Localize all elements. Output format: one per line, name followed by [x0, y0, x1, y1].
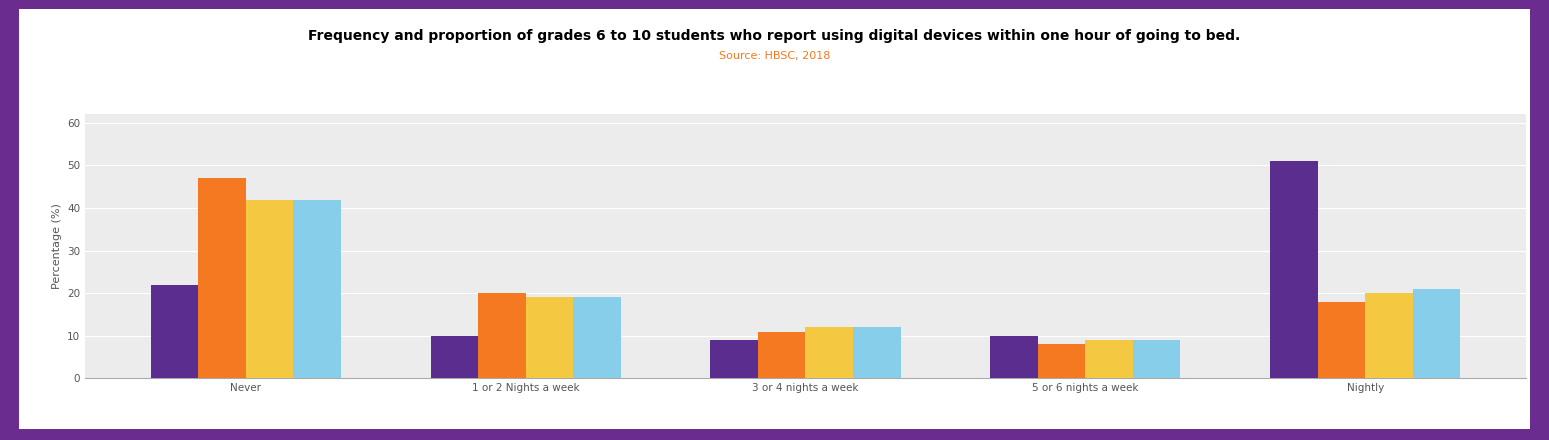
Y-axis label: Percentage (%): Percentage (%)	[51, 203, 62, 290]
Bar	[573, 297, 621, 378]
Bar	[1270, 161, 1318, 378]
Bar	[479, 293, 525, 378]
Bar	[150, 285, 198, 378]
Bar	[990, 336, 1038, 378]
Bar	[525, 297, 573, 378]
Bar	[1318, 302, 1365, 378]
Bar	[1086, 340, 1132, 378]
Bar	[1132, 340, 1180, 378]
Bar	[293, 200, 341, 378]
Text: Frequency and proportion of grades 6 to 10 students who report using digital dev: Frequency and proportion of grades 6 to …	[308, 29, 1241, 43]
Text: Source: HBSC, 2018: Source: HBSC, 2018	[719, 51, 830, 61]
Bar	[246, 200, 293, 378]
Bar	[711, 340, 757, 378]
Bar	[1038, 345, 1086, 378]
Bar	[757, 332, 805, 378]
Bar	[431, 336, 479, 378]
Bar	[805, 327, 853, 378]
Bar	[1413, 289, 1461, 378]
Bar	[1365, 293, 1413, 378]
Bar	[198, 178, 246, 378]
Bar	[853, 327, 900, 378]
